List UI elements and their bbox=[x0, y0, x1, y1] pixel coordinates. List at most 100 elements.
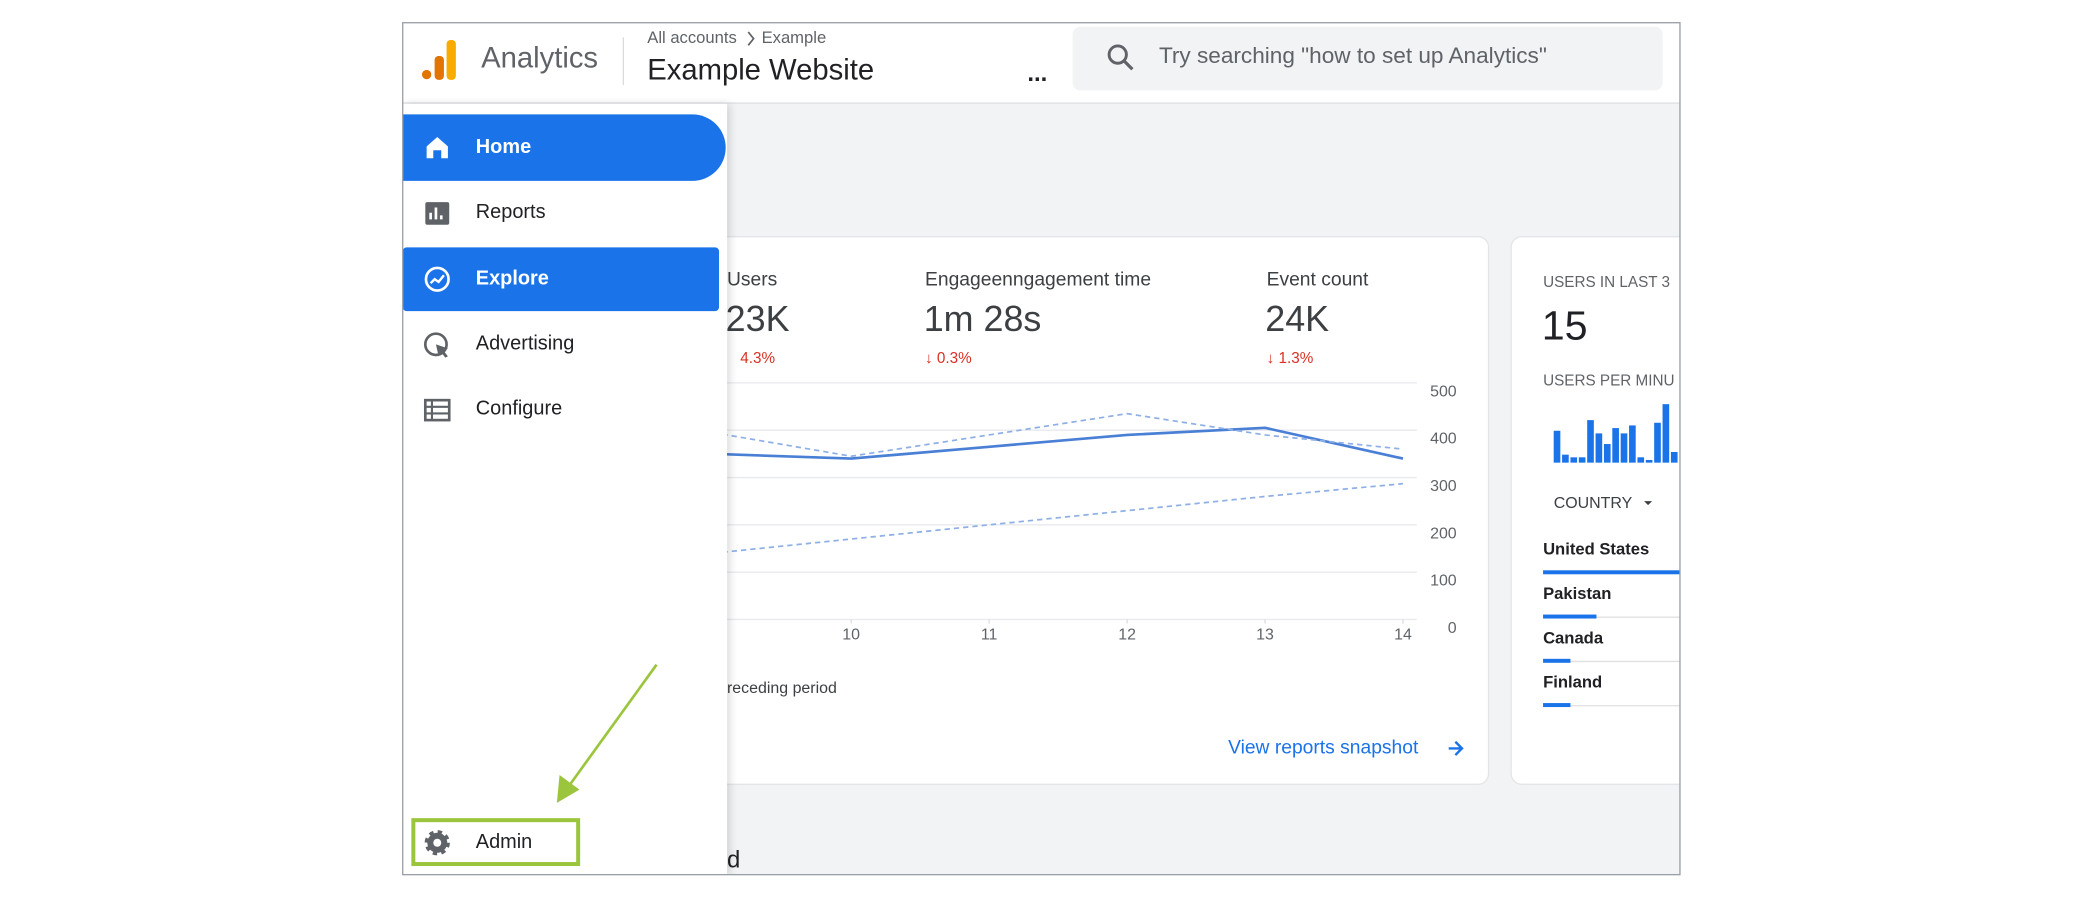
search-icon bbox=[1107, 44, 1128, 65]
home-icon bbox=[426, 137, 448, 159]
property-name[interactable]: Example Website bbox=[647, 55, 874, 87]
nav: Home Reports Explore Advertising Configure bbox=[402, 114, 726, 420]
minute-bar bbox=[1662, 404, 1670, 463]
breadcrumb-current[interactable]: Example bbox=[762, 28, 827, 47]
dimension-selector[interactable]: COUNTRY bbox=[1554, 495, 1633, 512]
y-tick-label: 400 bbox=[1430, 431, 1457, 448]
explore-icon bbox=[424, 266, 450, 292]
country-name: Canada bbox=[1543, 628, 1604, 647]
minute-bar bbox=[1595, 433, 1603, 463]
reports-icon-bars bbox=[429, 207, 443, 220]
y-tick-label: 500 bbox=[1430, 383, 1457, 400]
minute-bar bbox=[1603, 444, 1611, 463]
minute-bar bbox=[1637, 457, 1645, 463]
arrow-head bbox=[556, 774, 580, 803]
admin-highlight bbox=[411, 818, 581, 867]
advertising-cursor bbox=[435, 344, 448, 358]
metric-change: ↓ 0.3% bbox=[925, 350, 972, 367]
nav-active-bg bbox=[402, 114, 726, 181]
arrow-shaft bbox=[569, 663, 658, 786]
more-button[interactable]: ... bbox=[1027, 60, 1047, 87]
metric-label: Engageenngagement time bbox=[925, 270, 1151, 291]
advertising-icon bbox=[423, 332, 448, 357]
realtime-title: USERS IN LAST 3 bbox=[1543, 274, 1670, 291]
y-tick-label: 100 bbox=[1430, 573, 1457, 590]
sidebar bbox=[402, 103, 728, 875]
minute-bar bbox=[1587, 420, 1594, 463]
country-bar bbox=[1543, 658, 1571, 663]
minute-bar bbox=[1654, 422, 1661, 463]
link-arrow bbox=[1448, 740, 1464, 756]
country-name: Finland bbox=[1543, 673, 1602, 692]
y-tick-label: 0 bbox=[1448, 620, 1457, 637]
dropdown-caret bbox=[1644, 501, 1653, 506]
explore-icon-line bbox=[429, 274, 445, 285]
nav-icons bbox=[423, 137, 451, 422]
nav-item[interactable]: Advertising bbox=[476, 333, 575, 355]
realtime-subtitle: USERS PER MINU bbox=[1543, 373, 1674, 390]
y-tick-label: 300 bbox=[1430, 478, 1457, 495]
admin-link[interactable]: Admin bbox=[476, 831, 532, 853]
metric-change: ↓ 1.3% bbox=[1267, 350, 1314, 367]
realtime-card bbox=[1510, 236, 1680, 785]
nav-item[interactable]: Configure bbox=[476, 398, 562, 420]
country-bar bbox=[1543, 570, 1680, 575]
minute-bar bbox=[1612, 428, 1619, 463]
frame bbox=[402, 22, 1681, 876]
metric-value: 1m 28s bbox=[924, 299, 1042, 339]
configure-icon-lines bbox=[425, 400, 450, 421]
section-heading: d bbox=[727, 847, 740, 874]
breadcrumb-root[interactable]: All accounts bbox=[647, 28, 737, 47]
country-bar bbox=[1543, 703, 1571, 708]
realtime-value: 15 bbox=[1542, 302, 1588, 348]
annotation-arrow bbox=[556, 663, 658, 803]
y-tick-label: 200 bbox=[1430, 525, 1457, 542]
minute-bar bbox=[1670, 452, 1678, 463]
minute-bar bbox=[1578, 457, 1586, 463]
x-tick-label: 10 bbox=[842, 627, 860, 644]
metric-label: Event count bbox=[1267, 270, 1369, 291]
country-name: Pakistan bbox=[1543, 584, 1611, 603]
nav-item[interactable]: Home bbox=[476, 136, 531, 158]
metric-label: Users bbox=[727, 270, 777, 291]
minute-bar bbox=[1570, 457, 1578, 463]
search-icon-handle bbox=[1123, 60, 1134, 71]
metric-change: 4.3% bbox=[740, 350, 775, 367]
nav-active-bg bbox=[402, 247, 720, 312]
x-tick-label: 14 bbox=[1394, 627, 1412, 644]
series-line bbox=[727, 412, 1404, 458]
minute-bar bbox=[1645, 459, 1653, 463]
country-list: United States Pakistan Canada Finland bbox=[1543, 540, 1680, 708]
search-placeholder: Try searching "how to set up Analytics" bbox=[1159, 43, 1547, 68]
metric-value: 23K bbox=[726, 299, 790, 339]
configure-icon bbox=[423, 398, 451, 422]
app-name: Analytics bbox=[481, 43, 598, 75]
x-tick-label: 12 bbox=[1118, 627, 1136, 644]
country-name: United States bbox=[1543, 540, 1649, 559]
metric-value: 24K bbox=[1265, 299, 1329, 339]
series-line bbox=[727, 426, 1404, 460]
chevron bbox=[747, 31, 755, 46]
country-bar bbox=[1543, 614, 1597, 619]
app: Analytics All accounts Example Example W… bbox=[402, 22, 1680, 875]
minute-bars bbox=[1553, 404, 1678, 463]
line-chart: 0 100 200 300 400 500 10 11 12 13 14 bbox=[727, 382, 1457, 644]
nav-item[interactable]: Explore bbox=[476, 267, 549, 289]
admin-gear-hole bbox=[433, 838, 442, 847]
minute-bar bbox=[1562, 454, 1569, 463]
series-line bbox=[727, 482, 1404, 553]
view-snapshot-link[interactable]: View reports snapshot bbox=[1228, 737, 1419, 758]
nav-item[interactable]: Reports bbox=[476, 201, 546, 223]
logo bbox=[421, 39, 456, 80]
search-box[interactable] bbox=[1072, 26, 1663, 91]
plot-area bbox=[727, 412, 1404, 553]
minute-bar bbox=[1620, 433, 1628, 463]
metrics: Users 23K 4.3% Engageenngagement time 1m 28s… bbox=[726, 270, 1369, 367]
minute-bar bbox=[1553, 430, 1561, 463]
x-tick-label: 11 bbox=[981, 627, 998, 644]
x-tick-label: 13 bbox=[1256, 627, 1274, 644]
minute-bar bbox=[1629, 425, 1636, 463]
legend-text: receding period bbox=[727, 680, 837, 697]
